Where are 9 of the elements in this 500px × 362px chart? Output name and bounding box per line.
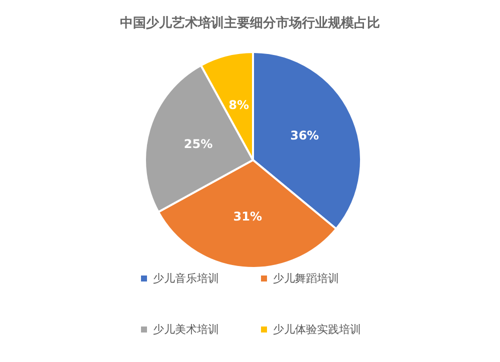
legend-label: 少儿音乐培训 — [153, 272, 219, 285]
legend-label: 少儿美术培训 — [153, 323, 219, 336]
chart-title: 中国少儿艺术培训主要细分市场行业规模占比 — [120, 15, 380, 31]
data-label: 25% — [184, 137, 213, 152]
data-label: 36% — [290, 128, 319, 143]
legend-label: 少儿舞蹈培训 — [273, 272, 339, 285]
data-label: 31% — [233, 210, 262, 224]
legend-label: 少儿体验实践培训 — [273, 323, 361, 336]
data-label: 8% — [228, 98, 250, 112]
